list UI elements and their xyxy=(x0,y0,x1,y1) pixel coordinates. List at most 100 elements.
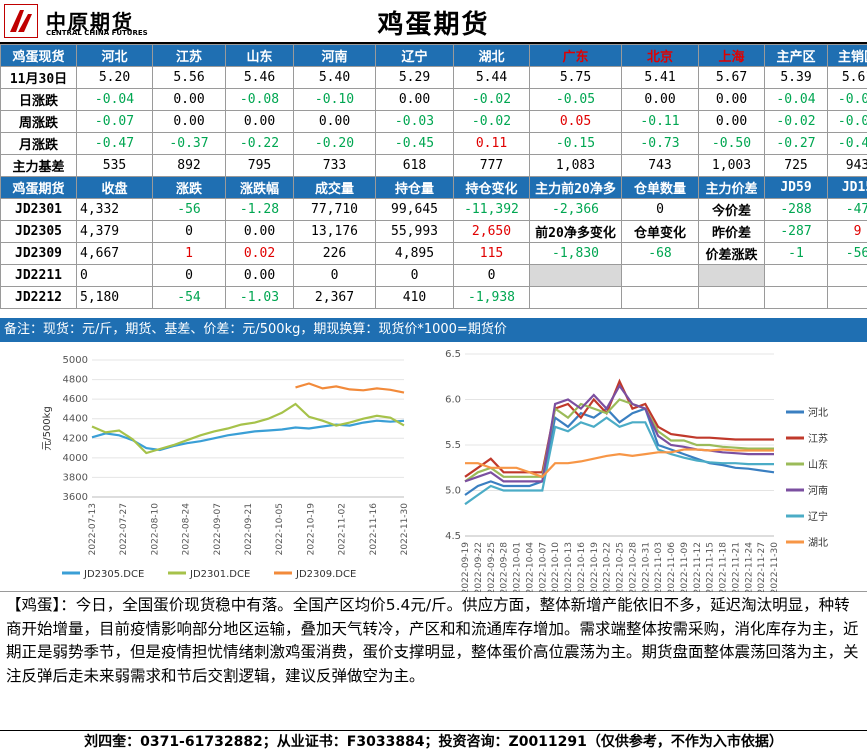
y-tick-label: 4000 xyxy=(63,453,88,464)
spot-cell: 1,083 xyxy=(529,154,622,177)
futures-cell: 0.00 xyxy=(225,220,294,243)
spot-cell: -0.47 xyxy=(76,132,153,155)
futures-cell: 0.00 xyxy=(225,264,294,287)
spot-cell: -0.15 xyxy=(529,132,622,155)
futures-row: JD2301 4,332 -56 -1.28 77,710 99,645 -11,392 -2… xyxy=(0,198,867,221)
spot-cell: 777 xyxy=(453,154,530,177)
x-tick-label: 2022-08-10 xyxy=(150,503,160,556)
x-tick-label: 2022-10-16 xyxy=(577,542,587,592)
spot-header-cell: 河南 xyxy=(293,44,376,67)
y-tick-label: 3800 xyxy=(63,472,88,483)
empty-cell xyxy=(621,286,699,309)
x-tick-label: 2022-11-27 xyxy=(757,542,767,592)
spot-cell: -0.46 xyxy=(827,132,867,155)
empty-cell xyxy=(529,264,622,287)
spot-cell: 5.40 xyxy=(293,66,376,89)
spot-cell: -0.73 xyxy=(621,132,699,155)
series-line-2 xyxy=(464,378,774,478)
y-tick-label: 5.5 xyxy=(445,440,461,451)
y-tick-label: 4600 xyxy=(63,394,88,405)
spot-cell: -0.02 xyxy=(764,110,828,133)
futures-header-cell: JD59 xyxy=(764,176,828,199)
y-tick-label: 6.0 xyxy=(445,395,461,406)
futures-header-cell: 涨跌 xyxy=(152,176,226,199)
spot-cell: 5.44 xyxy=(453,66,530,89)
empty-cell xyxy=(529,286,622,309)
market-commentary: 【鸡蛋】：今日，全国蛋价现货稳中有落。全国产区均价5.4元/斤。供应方面，整体新… xyxy=(6,596,859,685)
spot-cell: 5.41 xyxy=(621,66,699,89)
price-table: 鸡蛋现货河北江苏山东河南辽宁湖北广东北京上海主产区主销区11月30日5.205.… xyxy=(0,44,867,309)
spot-row-label: 日涨跌 xyxy=(0,88,77,111)
x-tick-label: 2022-09-22 xyxy=(474,542,484,592)
x-tick-label: 2022-09-28 xyxy=(500,542,510,592)
futures-header-cell: 主力前20净多 xyxy=(529,176,622,199)
brand-name-cn: 中原期货 xyxy=(46,10,134,34)
spot-cell: -0.07 xyxy=(76,110,153,133)
company-logo: 中原期货 CENTRAL CHINA FUTURES xyxy=(4,4,154,40)
x-tick-label: 2022-11-24 xyxy=(744,542,754,592)
spot-cell: 0.05 xyxy=(529,110,622,133)
spot-header-cell: 上海 xyxy=(698,44,765,67)
x-tick-label: 2022-11-06 xyxy=(667,542,677,592)
legend-label: 河南 xyxy=(808,484,828,497)
futures-row-label: JD2301 xyxy=(0,198,77,221)
futures-cell: 0 xyxy=(293,264,376,287)
futures-cell: 0 xyxy=(375,264,454,287)
empty-cell xyxy=(827,264,867,287)
futures-cell: 410 xyxy=(375,286,454,309)
x-tick-label: 2022-09-19 xyxy=(461,542,471,592)
spot-cell: -0.27 xyxy=(764,132,828,155)
spot-cell: -0.02 xyxy=(453,110,530,133)
x-tick-label: 2022-11-12 xyxy=(693,542,703,592)
spread-chg-jd59: -1 xyxy=(764,242,828,265)
spot-cell: 0.00 xyxy=(152,88,226,111)
empty-cell xyxy=(764,264,828,287)
futures-cell: -1,938 xyxy=(453,286,530,309)
spot-header-cell: 辽宁 xyxy=(375,44,454,67)
futures-cell: 4,895 xyxy=(375,242,454,265)
futures-cell: -1.28 xyxy=(225,198,294,221)
x-tick-label: 2022-10-22 xyxy=(603,542,613,592)
spot-row-label: 周涨跌 xyxy=(0,110,77,133)
futures-cell: 55,993 xyxy=(375,220,454,243)
futures-header-cell: 持仓量 xyxy=(375,176,454,199)
spot-header-cell: 鸡蛋现货 xyxy=(0,44,77,67)
futures-header-cell: 成交量 xyxy=(293,176,376,199)
x-tick-label: 2022-09-07 xyxy=(213,503,223,555)
futures-header-cell: JD15 xyxy=(827,176,867,199)
warrant-count-cell: 0 xyxy=(621,198,699,221)
series-line-4 xyxy=(464,383,774,483)
futures-header-cell: 主力价差 xyxy=(698,176,765,199)
futures-cell: 1 xyxy=(152,242,226,265)
empty-cell xyxy=(764,286,828,309)
spot-cell: -0.04 xyxy=(76,88,153,111)
series-line-3 xyxy=(464,398,774,483)
empty-cell xyxy=(698,286,765,309)
warrant-change-cell: -68 xyxy=(621,242,699,265)
futures-cell: 0 xyxy=(76,264,153,287)
spread-yest-label: 昨价差 xyxy=(698,220,765,243)
top20-change-label: 前20净多变化 xyxy=(529,220,622,243)
spot-cell: -0.05 xyxy=(529,88,622,111)
spot-cell: 725 xyxy=(764,154,828,177)
report-header: 中原期货 CENTRAL CHINA FUTURES 鸡蛋期货 xyxy=(0,0,867,44)
y-tick-label: 5000 xyxy=(63,355,88,366)
futures-row-label: JD2309 xyxy=(0,242,77,265)
spot-cell: 535 xyxy=(76,154,153,177)
spot-cell: -0.03 xyxy=(375,110,454,133)
x-tick-label: 2022-11-30 xyxy=(770,542,780,592)
spread-today-label: 今价差 xyxy=(698,198,765,221)
spot-cell: -0.20 xyxy=(293,132,376,155)
spot-cell: 943 xyxy=(827,154,867,177)
spot-cell: 743 xyxy=(621,154,699,177)
futures-cell: 5,180 xyxy=(76,286,153,309)
futures-cell: 0 xyxy=(453,264,530,287)
spot-row-label: 11月30日 xyxy=(0,66,77,89)
spot-cell: 5.67 xyxy=(698,66,765,89)
spot-cell: 733 xyxy=(293,154,376,177)
spot-header-cell: 北京 xyxy=(621,44,699,67)
spot-cell: -0.10 xyxy=(293,88,376,111)
spot-header-cell: 广东 xyxy=(529,44,622,67)
